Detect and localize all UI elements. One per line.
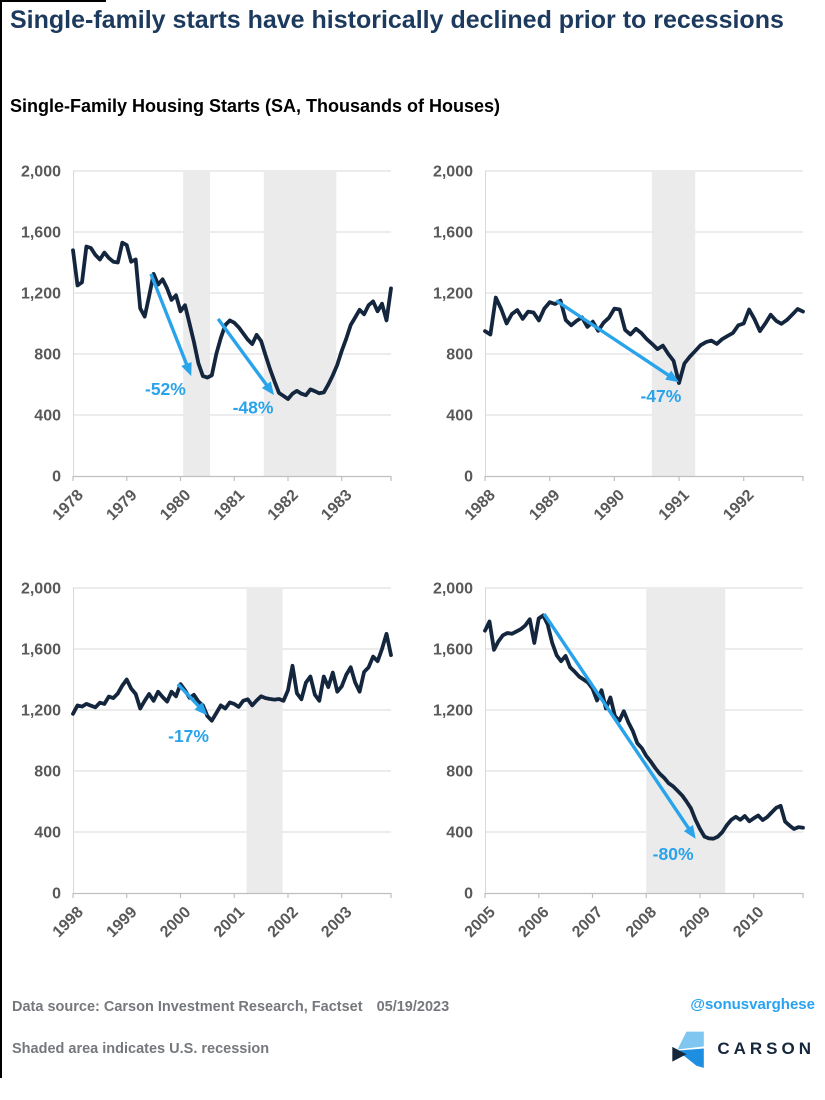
recession-note: Shaded area indicates U.S. recession [12,1041,270,1057]
chart-subtitle: Single-Family Housing Starts (SA, Thousa… [10,96,501,116]
y-tick-label: 0 [52,469,61,486]
x-tick-label: 2005 [462,904,499,941]
x-tick-label: 1983 [318,487,355,524]
twitter-handle: @sonusvarghese [690,996,815,1013]
line-chart-svg: 0 400 800 1,200 1,600 2,000 2005 2006 2007 2008 20… [433,581,805,941]
x-tick-label: 2001 [211,904,248,941]
chart-1998-2003: 0 400 800 1,200 1,600 2,000 1998 1999 2000 2001 20… [6,575,406,963]
x-tick-label: 2003 [318,904,355,941]
decline-arrow [216,317,271,389]
y-tick-label: 1,600 [21,225,61,242]
x-tick-label: 1999 [103,904,140,941]
data-line [71,631,393,723]
x-tick-label: 1982 [265,487,302,524]
y-tick-label: 1,200 [433,286,473,303]
chart-1988-1992: 0 400 800 1,200 1,600 2,000 1988 1989 1990 1991 19… [418,158,818,546]
y-tick-label: 800 [446,347,473,364]
x-tick-label: 1998 [50,904,87,941]
data-line [483,613,805,841]
charts-grid: 0 400 800 1,200 1,600 2,000 1978 1979 1980 1981 19… [6,158,818,963]
crop-border-artifact-left [0,0,2,1078]
x-tick-label: 1992 [720,487,757,524]
decline-label: -52% [145,379,186,399]
y-tick-label: 2,000 [21,581,61,598]
decline-label: -48% [233,397,274,417]
y-tick-label: 2,000 [433,581,473,598]
y-tick-label: 800 [34,347,61,364]
x-tick-label: 2000 [157,904,194,941]
y-tick-label: 800 [34,764,61,781]
x-tick-label: 2010 [730,904,767,941]
decline-label: -80% [653,844,694,864]
y-tick-label: 1,200 [21,286,61,303]
y-tick-label: 800 [446,764,473,781]
y-tick-label: 400 [446,825,473,842]
y-tick-label: 1,600 [433,642,473,659]
chart-1978-1983: 0 400 800 1,200 1,600 2,000 1978 1979 1980 1981 19… [6,158,406,546]
decline-label: -17% [168,726,209,746]
decline-arrow [149,273,190,369]
x-tick-label: 1978 [50,487,87,524]
decline-arrowhead [683,825,696,839]
recession-band [651,171,696,476]
y-tick-label: 400 [446,408,473,425]
recession-band [263,171,337,476]
carson-logo-icon [672,1031,705,1068]
line-chart-svg: 0 400 800 1,200 1,600 2,000 1998 1999 2000 2001 20… [21,581,393,941]
y-tick-label: 400 [34,408,61,425]
y-tick-label: 1,600 [21,642,61,659]
x-tick-label: 2008 [623,904,660,941]
y-tick-label: 2,000 [21,164,61,181]
page-title: Single-family starts have historically d… [10,6,784,34]
carson-logo: CARSON [668,1028,815,1070]
x-tick-label: 2002 [265,904,302,941]
decline-arrowhead [665,370,680,383]
chart-2005-2010: 0 400 800 1,200 1,600 2,000 2005 2006 2007 2008 20… [418,575,818,963]
data-line [71,240,393,401]
recession-band [646,588,726,893]
data-line [483,295,805,385]
y-tick-label: 1,200 [21,703,61,720]
carson-logo-text: CARSON [717,1039,815,1058]
x-tick-label: 1990 [591,487,628,524]
date-text: 05/19/2023 [376,999,450,1015]
x-tick-label: 2009 [677,904,714,941]
x-tick-label: 2006 [515,904,552,941]
y-tick-label: 400 [34,825,61,842]
decline-arrowhead [194,702,208,716]
decline-arrow [542,612,693,833]
x-tick-label: 1988 [462,487,499,524]
y-tick-label: 1,200 [433,703,473,720]
x-tick-label: 1989 [526,487,563,524]
x-tick-label: 1991 [656,487,693,524]
data-source-text: Data source: Carson Investment Research,… [12,999,363,1015]
y-tick-label: 1,600 [433,225,473,242]
crop-border-artifact-top [0,0,106,2]
decline-label: -47% [640,386,681,406]
y-tick-label: 0 [464,886,473,903]
line-chart-svg: 0 400 800 1,200 1,600 2,000 1988 1989 1990 1991 19… [433,164,805,524]
x-tick-label: 1980 [157,487,194,524]
x-tick-label: 1979 [103,487,140,524]
decline-arrow [555,299,673,379]
y-tick-label: 0 [464,469,473,486]
recession-band [183,171,211,476]
decline-arrowhead [181,362,192,377]
decline-arrow [176,682,203,710]
y-tick-label: 2,000 [433,164,473,181]
data-source-note: Data source: Carson Investment Research,… [12,999,449,1015]
line-chart-svg: 0 400 800 1,200 1,600 2,000 1978 1979 1980 1981 19… [21,164,393,524]
recession-band [246,588,283,893]
x-tick-label: 2007 [569,904,606,941]
decline-arrowhead [261,381,275,396]
x-tick-label: 1981 [211,487,248,524]
y-tick-label: 0 [52,886,61,903]
